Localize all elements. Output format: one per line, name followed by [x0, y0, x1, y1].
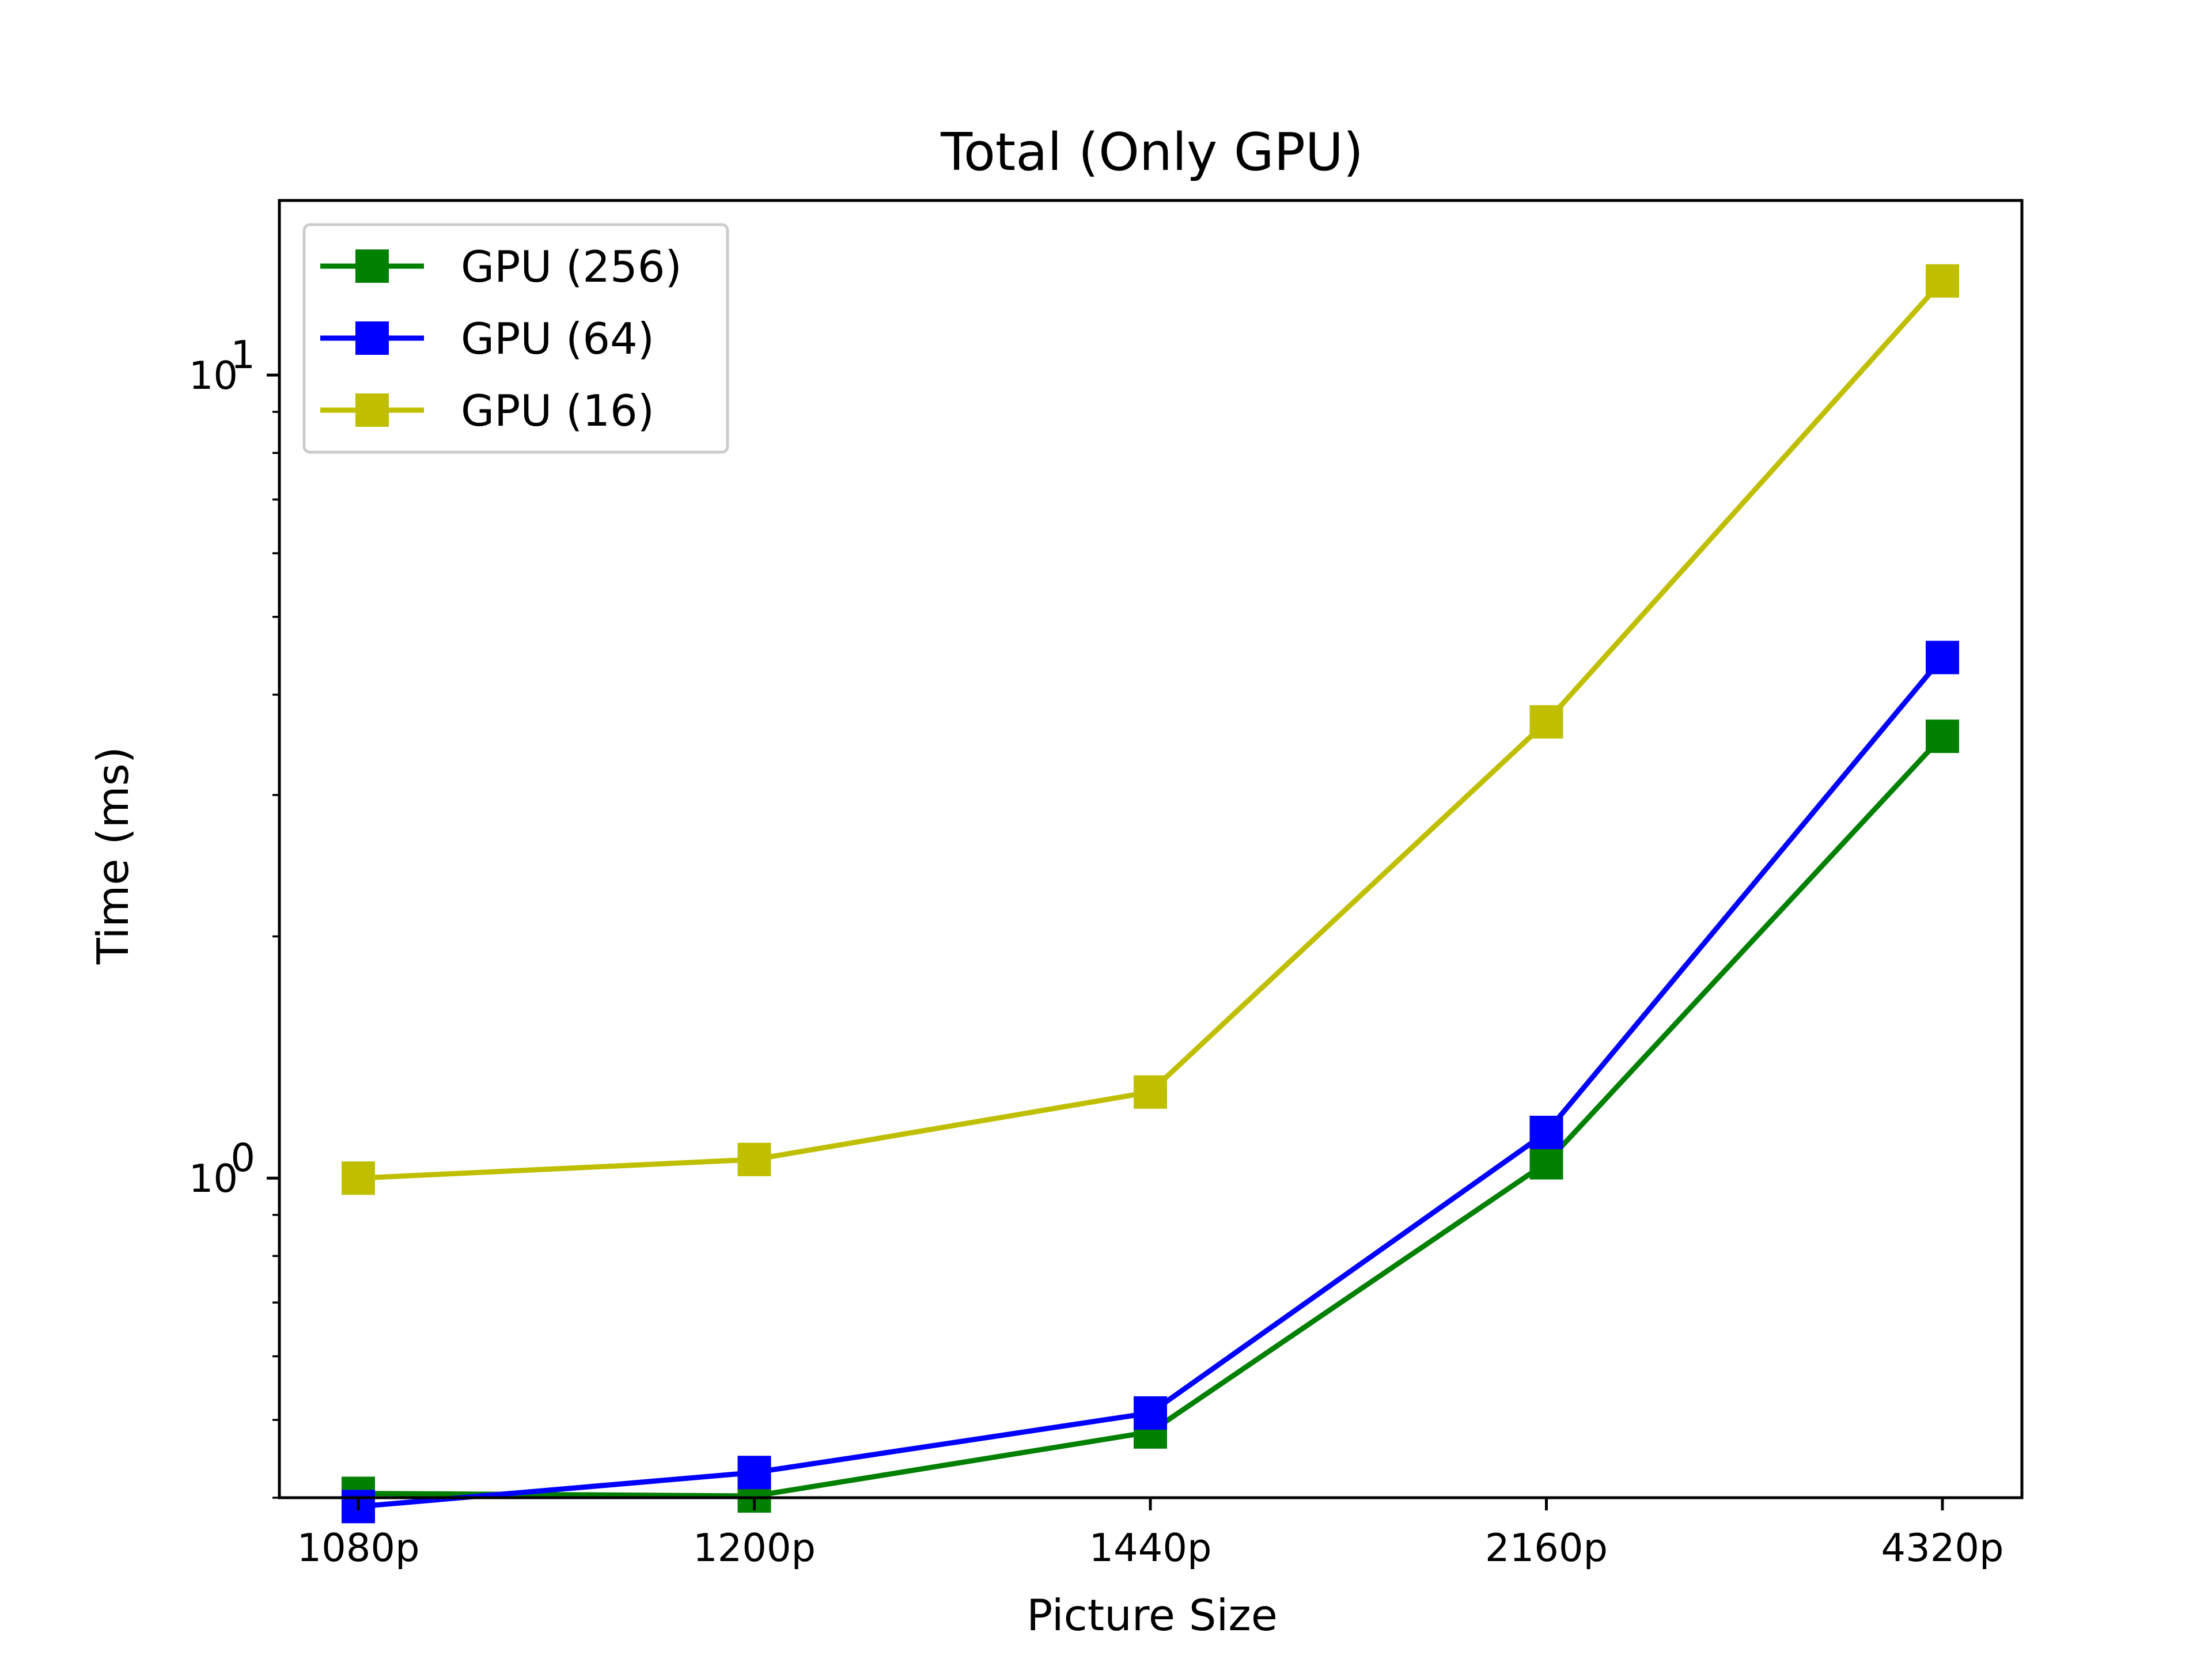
- y-axis-label: Time (ms): [88, 747, 138, 965]
- y-tick-exponent: 0: [230, 1135, 255, 1180]
- y-tick-exponent: 1: [230, 332, 255, 377]
- legend: GPU (256) GPU (64) GPU (16): [302, 223, 729, 454]
- legend-swatch-marker: [355, 393, 389, 427]
- x-tick-label: 2160p: [1485, 1525, 1608, 1570]
- data-point-marker: [1134, 1396, 1167, 1430]
- data-point-marker: [342, 1161, 375, 1195]
- data-point-marker: [1529, 1146, 1563, 1180]
- legend-box: [302, 223, 729, 454]
- y-tick-label: 10: [189, 1156, 238, 1201]
- legend-label: GPU (256): [461, 241, 682, 292]
- data-point-marker: [1926, 641, 1959, 675]
- data-point-marker: [1926, 264, 1959, 298]
- data-point-marker: [737, 1456, 771, 1490]
- data-point-marker: [737, 1142, 771, 1176]
- data-point-marker: [1926, 719, 1959, 753]
- legend-swatch-marker: [355, 249, 389, 283]
- data-point-marker: [1529, 1115, 1563, 1149]
- legend-label: GPU (16): [461, 385, 654, 436]
- chart-title: Total (Only GPU): [940, 122, 1363, 183]
- plot-area: [342, 264, 1959, 1524]
- x-tick-label: 1200p: [693, 1525, 816, 1570]
- legend-swatch-marker: [355, 321, 389, 355]
- data-point-marker: [1134, 1075, 1167, 1109]
- x-tick-label: 1080p: [297, 1525, 419, 1570]
- x-axis: 1080p 1200p 1440p 2160p 4320p: [297, 1498, 2004, 1570]
- y-tick-label: 10: [189, 353, 238, 398]
- x-tick-label: 1440p: [1089, 1525, 1211, 1570]
- data-point-marker: [1529, 705, 1563, 739]
- legend-label: GPU (64): [461, 313, 654, 364]
- x-axis-label: Picture Size: [1027, 1590, 1278, 1641]
- x-tick-label: 4320p: [1881, 1525, 2003, 1570]
